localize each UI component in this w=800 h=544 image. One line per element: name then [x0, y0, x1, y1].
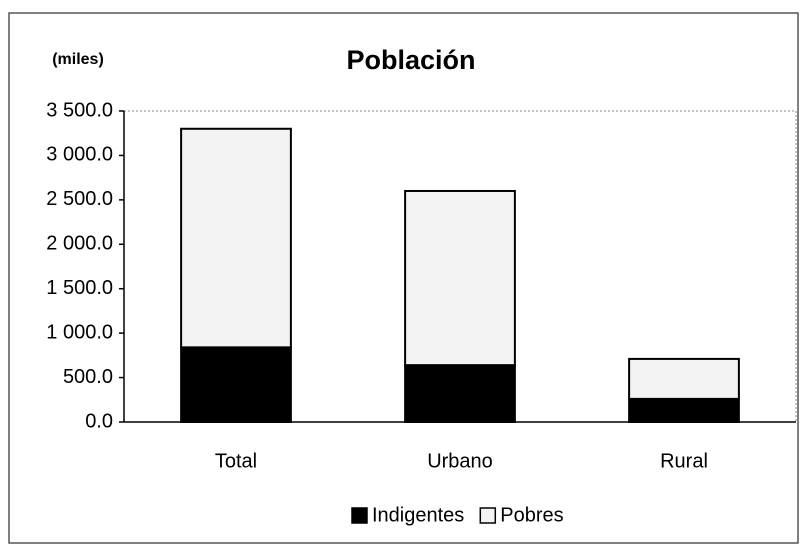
y-tick-label: 0.0	[85, 410, 113, 432]
legend-label: Pobres	[500, 504, 563, 526]
y-tick-label: 3 000.0	[46, 144, 113, 166]
chart-frame	[8, 12, 799, 544]
y-axis-label: (miles)	[52, 51, 104, 68]
bar-segment	[180, 127, 292, 349]
y-tick-label: 2 000.0	[46, 233, 113, 255]
y-tick-label: 1 500.0	[46, 277, 113, 299]
y-tick-label: 1 000.0	[46, 321, 113, 343]
bar-segment	[628, 357, 740, 400]
legend-swatch	[479, 507, 497, 524]
x-tick-label: Total	[215, 450, 257, 472]
plot-area	[123, 110, 797, 423]
y-tick-label: 500.0	[63, 366, 113, 388]
chart-title: Población	[346, 45, 475, 75]
bar-segment	[404, 364, 516, 424]
y-tick-label: 3 500.0	[46, 99, 113, 121]
y-tick-label: 2 500.0	[46, 188, 113, 210]
bar-segment	[404, 189, 516, 367]
bar-segment	[180, 346, 292, 423]
legend-swatch	[351, 507, 368, 524]
bar-segment	[628, 397, 740, 424]
x-tick-label: Urbano	[427, 450, 493, 472]
legend-label: Indigentes	[372, 504, 464, 526]
x-tick-label: Rural	[660, 450, 708, 472]
